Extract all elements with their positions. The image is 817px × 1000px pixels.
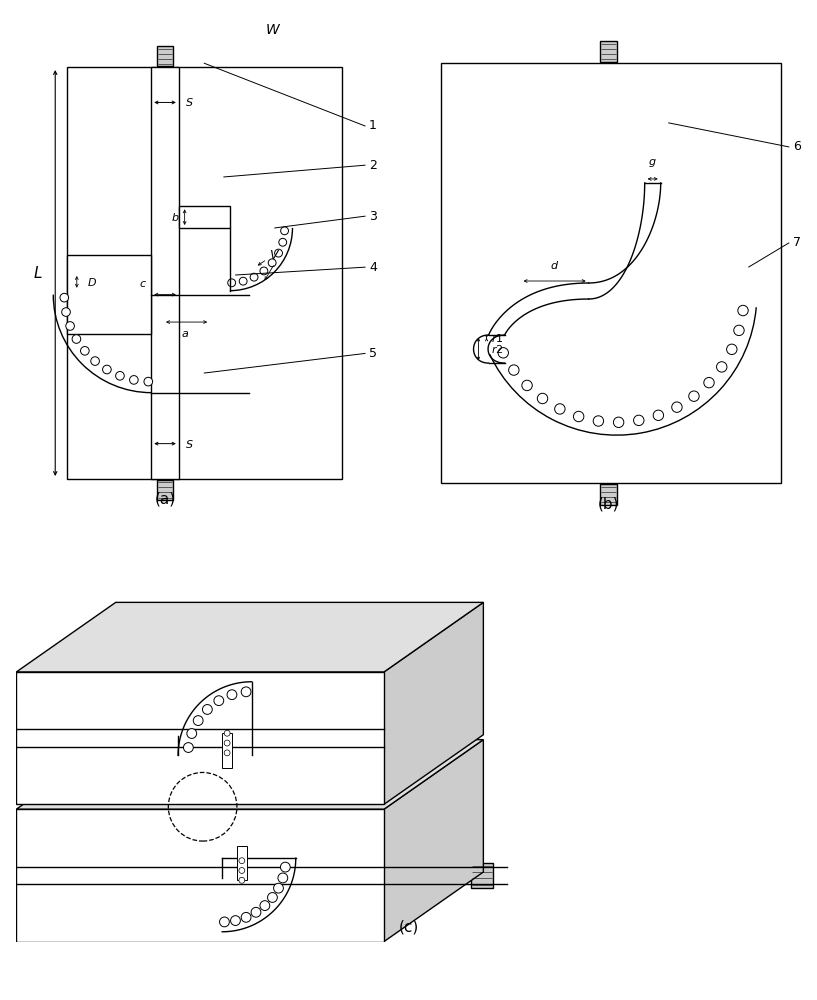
Circle shape	[224, 730, 230, 736]
Text: 7: 7	[792, 236, 801, 249]
Polygon shape	[16, 602, 484, 672]
Circle shape	[203, 705, 212, 714]
Bar	[600, 484, 617, 505]
Circle shape	[91, 357, 100, 365]
Text: (a): (a)	[154, 491, 176, 506]
Circle shape	[241, 687, 251, 697]
Text: $L$: $L$	[33, 265, 42, 281]
Bar	[237, 846, 247, 880]
Circle shape	[81, 347, 89, 355]
Circle shape	[268, 259, 276, 267]
Polygon shape	[384, 602, 484, 804]
Text: $W$: $W$	[265, 23, 281, 37]
Circle shape	[103, 365, 111, 374]
Circle shape	[239, 877, 245, 883]
Text: 6: 6	[792, 140, 801, 153]
Bar	[67, 255, 151, 334]
Circle shape	[66, 322, 74, 330]
Circle shape	[672, 402, 682, 412]
Circle shape	[250, 273, 258, 281]
Circle shape	[72, 335, 81, 343]
Circle shape	[220, 917, 230, 927]
Circle shape	[274, 883, 283, 893]
Circle shape	[224, 740, 230, 746]
Bar	[222, 733, 232, 768]
Circle shape	[260, 901, 270, 910]
Circle shape	[184, 743, 194, 752]
Circle shape	[239, 858, 245, 864]
Circle shape	[574, 411, 584, 422]
Polygon shape	[16, 809, 384, 942]
Text: $D$: $D$	[87, 276, 97, 288]
Text: (c): (c)	[399, 919, 418, 934]
Text: $S$: $S$	[185, 438, 194, 450]
Circle shape	[260, 267, 268, 275]
Polygon shape	[16, 672, 384, 804]
Circle shape	[62, 308, 70, 316]
Text: $b$: $b$	[171, 211, 180, 223]
Bar	[151, 67, 179, 479]
Text: $g$: $g$	[649, 157, 657, 169]
Text: $S$: $S$	[185, 96, 194, 108]
Bar	[600, 41, 617, 62]
Circle shape	[703, 377, 714, 388]
Circle shape	[227, 690, 237, 700]
Text: $V$: $V$	[269, 249, 280, 262]
Circle shape	[187, 729, 197, 738]
Circle shape	[279, 238, 287, 246]
Circle shape	[726, 344, 737, 355]
Text: 2: 2	[369, 159, 377, 172]
Polygon shape	[16, 740, 484, 809]
Text: 1: 1	[369, 119, 377, 132]
Text: $r1$: $r1$	[490, 332, 503, 344]
Circle shape	[116, 372, 124, 380]
Circle shape	[239, 277, 247, 285]
Circle shape	[593, 416, 604, 426]
Circle shape	[130, 376, 138, 384]
Circle shape	[214, 696, 224, 706]
Circle shape	[738, 305, 748, 316]
Circle shape	[60, 293, 69, 302]
Circle shape	[224, 750, 230, 756]
Bar	[157, 480, 173, 500]
Circle shape	[522, 380, 532, 391]
Circle shape	[275, 249, 283, 257]
Text: $r2$: $r2$	[490, 343, 503, 355]
Bar	[67, 67, 342, 479]
Text: $c$: $c$	[140, 279, 147, 289]
Circle shape	[280, 862, 290, 872]
Circle shape	[614, 417, 624, 428]
Circle shape	[194, 716, 203, 725]
Circle shape	[230, 916, 240, 925]
Circle shape	[267, 893, 277, 902]
Circle shape	[144, 377, 153, 386]
Circle shape	[228, 279, 235, 287]
Text: (b): (b)	[598, 496, 619, 511]
Text: 4: 4	[369, 261, 377, 274]
Text: $a$: $a$	[181, 329, 189, 339]
Circle shape	[241, 912, 251, 922]
Circle shape	[717, 362, 727, 372]
Text: $d$: $d$	[550, 259, 559, 271]
Bar	[471, 863, 493, 888]
Circle shape	[689, 391, 699, 401]
Polygon shape	[384, 740, 484, 942]
Circle shape	[633, 415, 644, 426]
Bar	[179, 206, 230, 228]
Circle shape	[555, 404, 565, 414]
Circle shape	[538, 393, 547, 404]
Text: 5: 5	[369, 347, 377, 360]
Bar	[157, 46, 173, 66]
Circle shape	[509, 365, 519, 375]
Circle shape	[278, 873, 288, 883]
Bar	[440, 63, 781, 483]
Circle shape	[734, 325, 744, 336]
Circle shape	[498, 348, 508, 358]
Circle shape	[653, 410, 663, 420]
Circle shape	[251, 907, 261, 917]
Circle shape	[281, 227, 288, 235]
Circle shape	[239, 868, 245, 873]
Text: 3: 3	[369, 210, 377, 223]
